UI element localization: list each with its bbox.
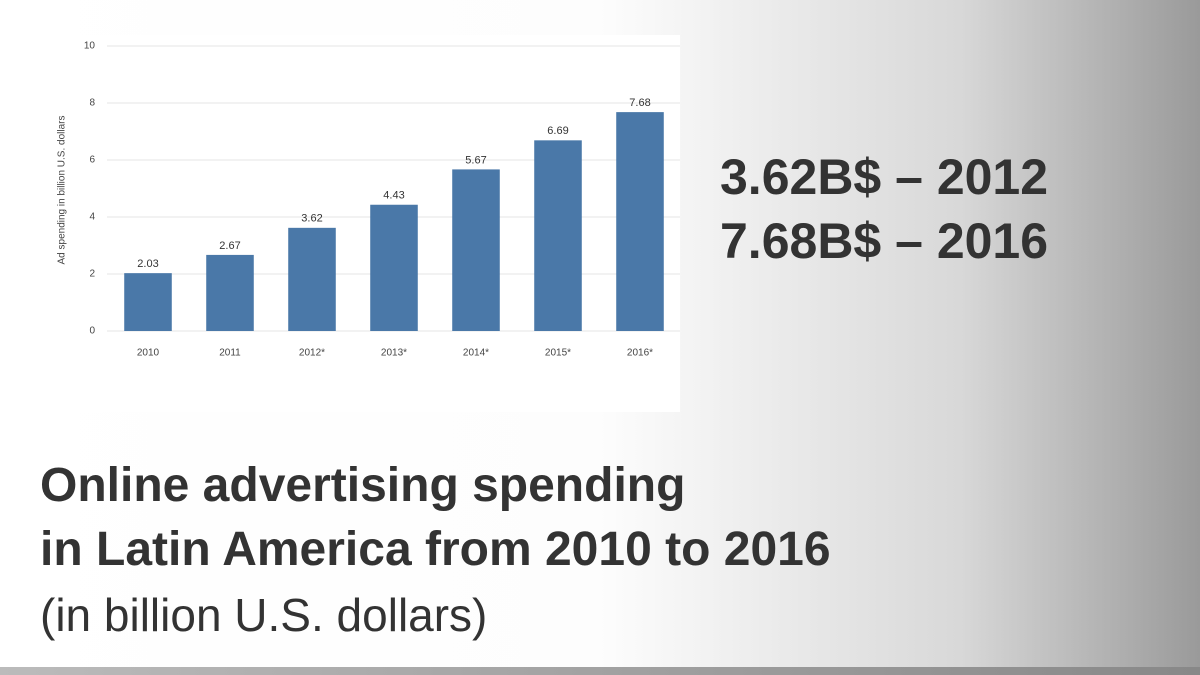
y-tick-label: 8 [89, 98, 95, 109]
y-tick-label: 2 [89, 269, 95, 280]
x-tick-label: 2015* [545, 348, 571, 359]
data-label: 5.67 [465, 154, 486, 166]
y-tick-label: 4 [89, 212, 95, 223]
data-label: 7.68 [629, 97, 650, 109]
x-tick-label: 2013* [381, 348, 407, 359]
bar [288, 227, 336, 331]
bar [616, 112, 664, 332]
x-tick-label: 2016* [627, 348, 653, 359]
data-label: 2.03 [137, 258, 158, 270]
title: in Latin America from 2010 to 2016 [40, 523, 831, 576]
x-tick-label: 2010 [137, 348, 160, 359]
x-tick-label: 2012* [299, 348, 325, 359]
bar [206, 254, 254, 331]
bar [534, 140, 582, 331]
x-tick-label: 2011 [219, 348, 241, 359]
y-tick-label: 6 [89, 155, 95, 166]
data-label: 2.67 [219, 240, 240, 252]
data-label: 4.43 [383, 190, 404, 202]
data-label: 3.62 [301, 213, 322, 225]
highlight: 7.68B$ – 2016 [720, 213, 1049, 269]
bar [452, 169, 500, 331]
subtitle: (in billion U.S. dollars) [40, 589, 488, 641]
data-label: 6.69 [547, 125, 568, 137]
y-tick-label: 10 [84, 41, 96, 52]
highlight: 3.62B$ – 2012 [720, 149, 1049, 205]
chart: Ad spending in billion U.S. dollars 0 2 4 6… [30, 35, 680, 412]
footer-strip [0, 667, 1200, 675]
x-tick-label: 2014* [463, 348, 489, 359]
bar [124, 273, 172, 331]
bar [370, 204, 418, 331]
y-axis-label: Ad spending in billion U.S. dollars [57, 116, 68, 265]
title: Online advertising spending [40, 459, 686, 512]
y-tick-label: 0 [89, 326, 95, 337]
